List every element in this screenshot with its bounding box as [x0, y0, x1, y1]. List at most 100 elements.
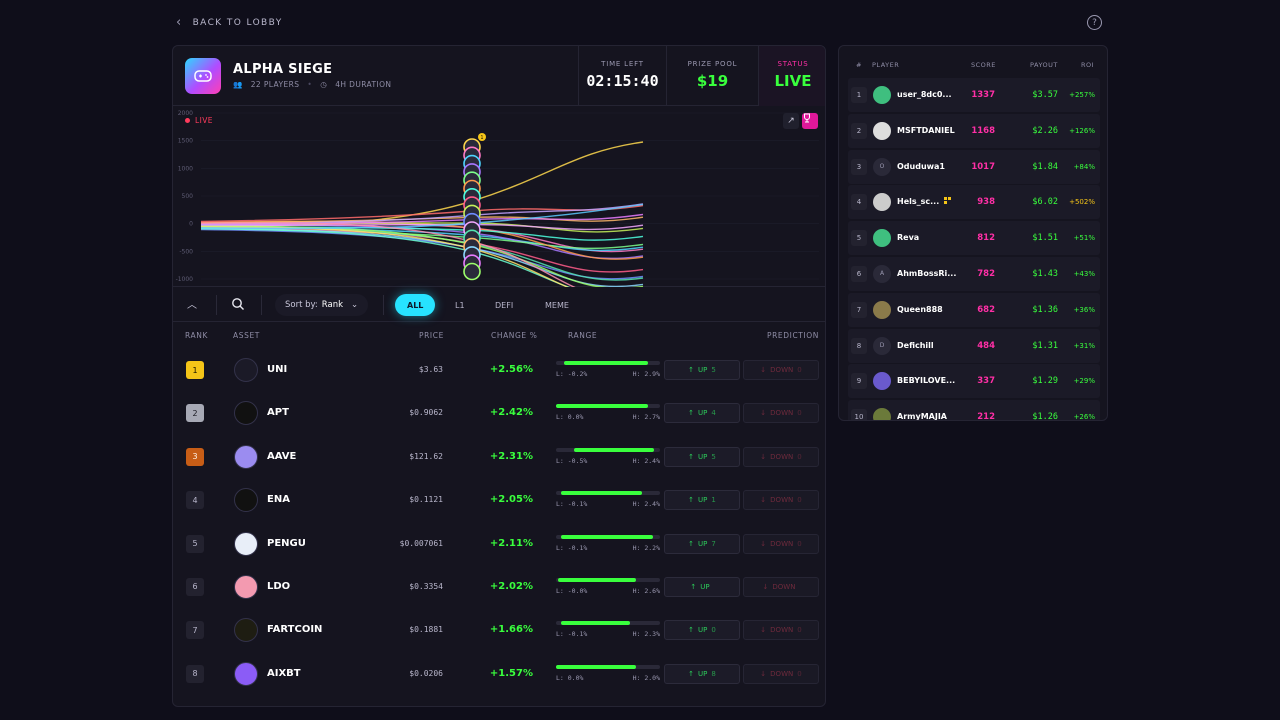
chevron-down-icon: ⌄: [351, 300, 359, 310]
col-score: SCORE: [971, 61, 996, 69]
predict-down-button[interactable]: ↓ DOWN 0: [743, 490, 819, 511]
rank-badge: 7: [851, 301, 867, 318]
collapse-chevron-icon[interactable]: ︿: [187, 300, 197, 311]
avatar: O: [873, 157, 891, 176]
search-icon[interactable]: [231, 296, 245, 315]
player-score: 812: [977, 233, 995, 244]
predict-down-button[interactable]: ↓ DOWN 0: [743, 446, 819, 467]
asset-row[interactable]: 7 FARTCOIN $0.1881 +1.66% L: -0.1% H: 2.3% ↑ UP…: [173, 610, 825, 653]
status-label: STATUS: [777, 60, 809, 68]
y-tick-label: 0: [189, 221, 193, 228]
y-tick-label: -500: [179, 248, 193, 255]
player-roi: +257%: [1069, 91, 1095, 99]
rank-badge: 1: [186, 361, 204, 379]
predict-up-button[interactable]: ↑ UP 8: [664, 663, 740, 684]
player-score-line: [200, 228, 571, 287]
player-name: ArmyMAJIA: [897, 412, 947, 421]
predict-down-button[interactable]: ↓ DOWN 0: [743, 663, 819, 684]
rank-badge: 3: [186, 447, 204, 466]
avatar: [873, 229, 891, 248]
predict-up-button[interactable]: ↑ UP 5: [664, 446, 740, 467]
arrow-up-icon: ↑: [690, 582, 697, 591]
predict-down-button[interactable]: ↓ DOWN 0: [743, 360, 819, 380]
asset-row[interactable]: 2 APT $0.9062 +2.42% L: 0.0% H: 2.7% ↑ UP 4 ↓ DOWN…: [173, 393, 825, 436]
col-change: CHANGE %: [491, 331, 538, 340]
player-roi: +43%: [1073, 269, 1095, 278]
asset-change: +2.42%: [489, 407, 533, 419]
leaderboard-row[interactable]: 2 MSFTDANIEL 1168 $2.26 +126%: [848, 113, 1100, 148]
range-fill: [556, 664, 637, 669]
leaderboard-row[interactable]: 10 ArmyMAJIA 212 $1.26 +26%: [848, 400, 1100, 421]
clock-icon: ◷: [320, 80, 328, 89]
down-count: 0: [797, 539, 802, 548]
predict-down-button[interactable]: ↓ DOWN 0: [743, 620, 819, 641]
up-label: UP: [698, 409, 708, 418]
asset-table-header: RANK ASSET PRICE CHANGE % RANGE PREDICTI…: [173, 323, 825, 347]
predict-down-button[interactable]: ↓ DOWN: [743, 576, 819, 597]
tab-l1[interactable]: L1: [455, 300, 465, 310]
rank-badge: 6: [851, 265, 867, 282]
range-low: L: 0.0%: [556, 673, 584, 682]
range-fill: [561, 491, 643, 496]
predict-up-button[interactable]: ↑ UP 7: [664, 533, 740, 554]
leaderboard-row[interactable]: 9 BEBYILOVE... 337 $1.29 +29%: [848, 364, 1100, 399]
predict-up-button[interactable]: ↑ UP 1: [664, 490, 740, 511]
avatar: [873, 300, 891, 319]
leaderboard-row[interactable]: 5 Reva 812 $1.51 +51%: [848, 221, 1100, 256]
time-left-value: 02:15:40: [586, 72, 659, 90]
asset-change: +2.05%: [489, 494, 533, 506]
col-price: PRICE: [419, 331, 444, 340]
leaderboard-row[interactable]: 3 O Oduduwa1 1017 $1.84 +84%: [848, 149, 1100, 184]
prize-pool-stat: PRIZE POOL $19: [666, 46, 758, 106]
trend-view-button[interactable]: ↗: [783, 113, 799, 129]
tab-defi[interactable]: DEFI: [495, 300, 514, 310]
range-low: L: 0.0%: [556, 413, 584, 422]
leaderboard-row[interactable]: 1 user_8dc0... 1337 $3.57 +257%: [848, 78, 1100, 112]
asset-list: 1 UNI $3.63 +2.56% L: -0.2% H: 2.9% ↑ UP 5 ↓ DOWN 0…: [173, 350, 825, 697]
predict-up-button[interactable]: ↑ UP: [664, 576, 740, 597]
apt-logo-icon: [234, 401, 258, 426]
asset-row[interactable]: 1 UNI $3.63 +2.56% L: -0.2% H: 2.9% ↑ UP 5 ↓ DOWN 0: [173, 350, 825, 393]
player-name: BEBYILOVE...: [897, 376, 956, 386]
avatar: [873, 121, 891, 140]
player-name: Queen888: [897, 304, 943, 314]
range-bar: L: 0.0% H: 2.7%: [556, 400, 660, 426]
trophy-view-button[interactable]: [802, 113, 818, 129]
predict-up-button[interactable]: ↑ UP 0: [664, 620, 740, 641]
asset-row[interactable]: 5 PENGU $0.007061 +2.11% L: -0.1% H: 2.2% ↑ UP 7…: [173, 524, 825, 567]
tab-meme[interactable]: MEME: [545, 300, 569, 310]
asset-row[interactable]: 4 ENA $0.1121 +2.05% L: -0.1% H: 2.4% ↑ UP 1 ↓ DOW…: [173, 480, 825, 523]
leaderboard-row[interactable]: 8 D Defichill 484 $1.31 +31%: [848, 328, 1100, 363]
leaderboard-row[interactable]: 7 Queen888 682 $1.36 +36%: [848, 292, 1100, 327]
asset-row[interactable]: 8 AIXBT $0.0206 +1.57% L: 0.0% H: 2.0% ↑ UP 8 ↓ DO…: [173, 654, 825, 697]
tab-all[interactable]: ALL: [395, 294, 436, 316]
range-bar: L: -0.1% H: 2.2%: [556, 531, 660, 557]
player-score: 1337: [971, 90, 995, 100]
y-tick-label: -1000: [176, 276, 194, 283]
leaderboard-row[interactable]: 6 A AhmBossRi... 782 $1.43 +43%: [848, 256, 1100, 291]
range-low: L: -0.0%: [556, 586, 588, 595]
sort-dropdown[interactable]: Sort by: Rank ⌄: [275, 294, 369, 316]
asset-price: $0.1121: [409, 495, 443, 505]
leaderboard-row[interactable]: 4 Hels_sc... 938 $6.02 +502%: [848, 185, 1100, 220]
range-fill: [561, 621, 630, 626]
range-bar: L: 0.0% H: 2.0%: [556, 661, 660, 687]
player-payout: $1.29: [1032, 376, 1058, 387]
back-to-lobby-link[interactable]: ‹ BACK TO LOBBY: [176, 15, 283, 30]
asset-row[interactable]: 6 LDO $0.3354 +2.02% L: -0.0% H: 2.6% ↑ UP ↓ DOWN: [173, 567, 825, 610]
predict-down-button[interactable]: ↓ DOWN 0: [743, 533, 819, 554]
arrow-down-icon: ↓: [760, 539, 767, 548]
player-name: MSFTDANIEL: [897, 125, 955, 135]
predict-up-button[interactable]: ↑ UP 5: [664, 360, 740, 380]
player-score: 682: [977, 304, 995, 315]
col-payout: PAYOUT: [1030, 61, 1058, 69]
asset-price: $3.63: [418, 365, 443, 374]
player-roi: +51%: [1073, 234, 1095, 243]
predict-up-button[interactable]: ↑ UP 4: [664, 403, 740, 424]
help-icon[interactable]: ?: [1087, 15, 1102, 30]
asset-row[interactable]: 3 AAVE $121.62 +2.31% L: -0.5% H: 2.4% ↑ UP 5 ↓ DO…: [173, 437, 825, 480]
asset-price: $121.62: [409, 451, 443, 461]
fartcoin-logo-icon: [234, 618, 258, 643]
asset-symbol: AIXBT: [267, 667, 301, 679]
predict-down-button[interactable]: ↓ DOWN 0: [743, 403, 819, 424]
